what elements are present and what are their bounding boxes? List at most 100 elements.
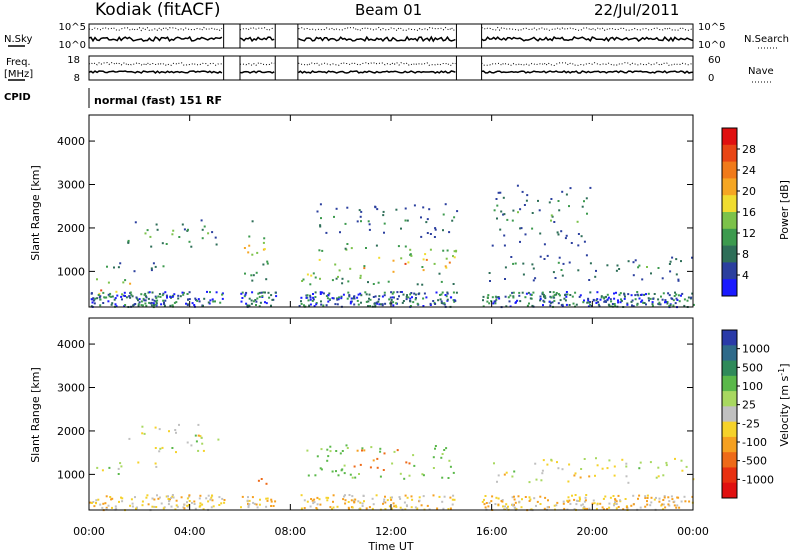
power-cell xyxy=(537,199,539,202)
velocity-cell xyxy=(653,498,656,501)
colorbar-swatch xyxy=(722,245,737,263)
power-cell xyxy=(627,293,630,296)
power-cell xyxy=(555,293,558,296)
power-cell xyxy=(219,301,222,304)
velocity-cell xyxy=(354,498,357,501)
power-cell xyxy=(188,298,191,301)
power-cell xyxy=(123,305,126,308)
power-y-axis: 1000 2000 3000 4000 xyxy=(57,135,693,278)
power-cell xyxy=(376,208,379,211)
power-cell xyxy=(392,301,395,304)
power-cell xyxy=(453,250,456,253)
power-cell xyxy=(521,190,524,193)
velocity-cell xyxy=(193,503,196,505)
velocity-cell xyxy=(221,497,224,500)
power-cell xyxy=(201,237,204,240)
power-cell xyxy=(389,296,392,299)
power-cell xyxy=(149,302,152,305)
power-cell xyxy=(548,300,551,303)
power-cell xyxy=(116,294,119,297)
velocity-cell xyxy=(154,462,157,465)
velocity-cell xyxy=(329,450,332,453)
velocity-cell xyxy=(332,506,335,509)
velocity-cell xyxy=(365,507,368,510)
power-cell xyxy=(102,302,105,304)
freq-label-2: [MHz] xyxy=(4,69,33,80)
power-cell xyxy=(378,295,381,298)
velocity-cell xyxy=(661,503,664,506)
velocity-cell xyxy=(335,450,338,452)
power-cell xyxy=(390,299,393,301)
velocity-cell xyxy=(310,498,313,500)
power-cell xyxy=(668,263,671,265)
power-cell xyxy=(102,291,105,294)
velocity-cell xyxy=(256,506,259,509)
velocity-cell xyxy=(107,504,110,507)
velocity-cell xyxy=(158,496,161,499)
power-cell xyxy=(609,298,612,301)
power-cell xyxy=(677,278,680,281)
velocity-cell xyxy=(399,506,402,509)
velocity-cell xyxy=(691,495,694,498)
velocity-cell xyxy=(325,496,328,499)
power-cell xyxy=(489,280,491,282)
velocity-cell xyxy=(172,496,175,499)
velocity-cell xyxy=(650,496,653,499)
velocity-cell xyxy=(316,508,319,511)
velocity-cell xyxy=(670,495,673,498)
power-cell xyxy=(503,244,506,247)
velocity-cell xyxy=(534,462,537,465)
colorbar-frame xyxy=(721,329,738,499)
velocity-cell xyxy=(449,496,452,499)
power-cell xyxy=(319,225,322,228)
power-cell xyxy=(338,296,341,299)
power-cell xyxy=(531,227,534,230)
velocity-cell xyxy=(210,506,213,509)
power-cell xyxy=(368,223,371,226)
power-cell xyxy=(179,295,182,298)
power-cell xyxy=(155,297,158,299)
velocity-cell xyxy=(105,506,108,509)
velocity-cell xyxy=(247,506,250,509)
velocity-cell xyxy=(578,499,581,502)
velocity-cell xyxy=(595,457,597,460)
velocity-cell xyxy=(331,470,334,473)
velocity-cell xyxy=(211,494,213,497)
power-cell xyxy=(453,216,456,219)
velocity-cell xyxy=(306,500,309,503)
power-cell xyxy=(638,264,641,267)
power-cell xyxy=(632,274,635,277)
power-cell xyxy=(221,292,224,295)
power-cell xyxy=(589,291,592,294)
power-cell xyxy=(653,293,656,295)
power-cell xyxy=(155,302,158,305)
y-tick-label: 4000 xyxy=(57,338,85,351)
power-cell xyxy=(404,219,407,222)
power-cell xyxy=(262,241,265,244)
velocity-cell xyxy=(356,449,359,452)
colorbar-swatch xyxy=(722,391,737,407)
velocity-cell xyxy=(436,507,439,510)
power-cell xyxy=(305,294,308,297)
velocity-cell xyxy=(104,502,107,505)
power-cell xyxy=(258,295,261,298)
power-cell xyxy=(306,273,309,276)
power-cell xyxy=(550,296,553,299)
power-cell xyxy=(98,292,101,295)
velocity-cell xyxy=(151,497,154,500)
power-cell xyxy=(519,208,522,211)
power-cell xyxy=(90,305,93,308)
power-cell xyxy=(520,227,523,230)
velocity-cell xyxy=(384,495,386,498)
power-cell xyxy=(312,296,315,299)
velocity-cell xyxy=(451,498,454,501)
trace-line xyxy=(88,35,694,43)
power-cell xyxy=(402,300,405,302)
power-cell xyxy=(183,228,186,231)
power-cell xyxy=(613,292,615,295)
velocity-cell xyxy=(608,506,611,509)
power-cell xyxy=(327,294,330,297)
velocity-cell xyxy=(156,494,158,497)
power-cell xyxy=(314,296,317,298)
power-cell xyxy=(453,256,456,259)
